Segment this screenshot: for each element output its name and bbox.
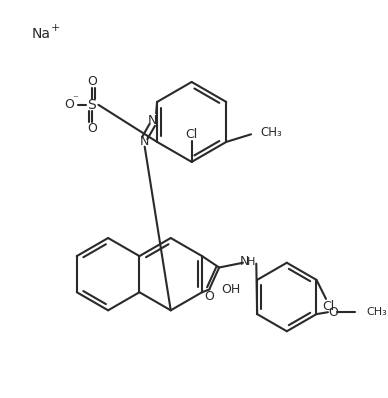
Text: Na: Na	[32, 27, 51, 41]
Text: S: S	[87, 98, 96, 112]
Text: ⁻: ⁻	[73, 94, 78, 104]
Text: CH₃: CH₃	[366, 307, 387, 317]
Text: Cl: Cl	[322, 300, 334, 313]
Text: +: +	[51, 23, 60, 33]
Text: N: N	[140, 135, 149, 148]
Text: O: O	[87, 122, 97, 135]
Text: O: O	[64, 98, 74, 111]
Text: O: O	[87, 74, 97, 88]
Text: H: H	[246, 257, 255, 267]
Text: Cl: Cl	[185, 128, 198, 141]
Text: O: O	[329, 306, 339, 319]
Text: N: N	[240, 255, 249, 268]
Text: O: O	[205, 290, 215, 302]
Text: N: N	[147, 115, 157, 127]
Text: CH₃: CH₃	[260, 126, 282, 139]
Text: OH: OH	[221, 283, 240, 296]
